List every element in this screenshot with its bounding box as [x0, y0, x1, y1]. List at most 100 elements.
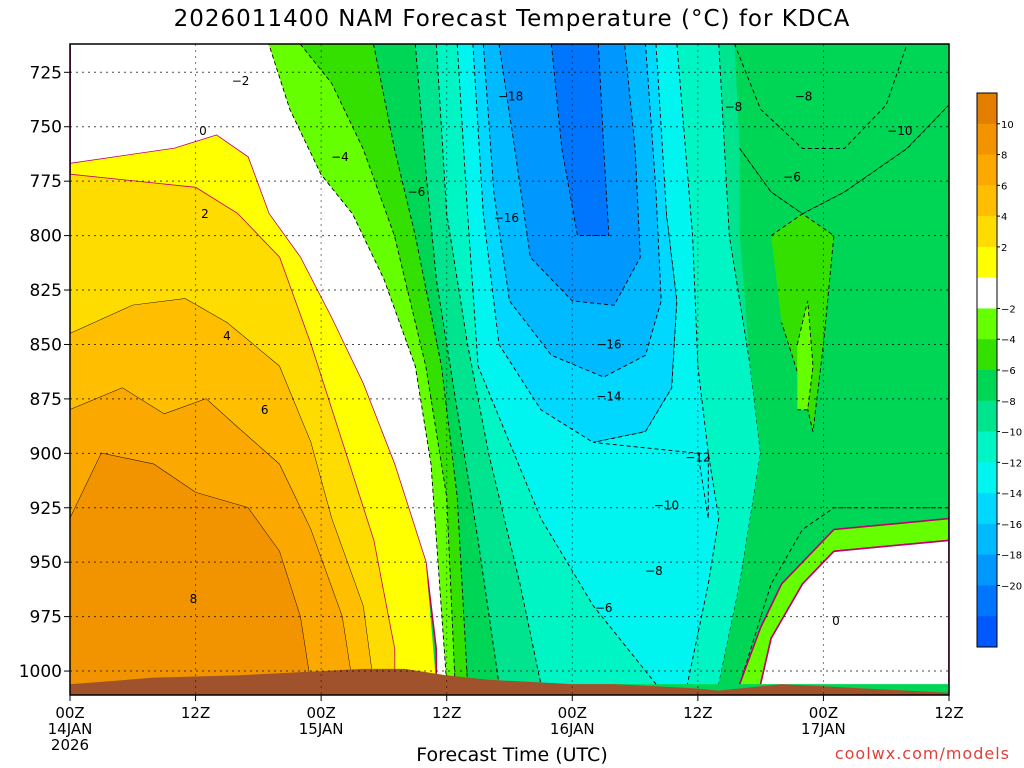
temperature-band-6 — [70, 44, 456, 685]
temperature-band-2 — [70, 44, 395, 685]
contour-line-20 — [739, 104, 949, 685]
y-tick-label: 1000 — [19, 662, 62, 682]
temperature-fill-layer — [70, 44, 949, 695]
x-tick-label: 12Z — [934, 704, 963, 722]
x-tick-label: 15JAN — [299, 720, 344, 738]
y-tick-label: 750 — [30, 118, 62, 138]
colorbar-swatch — [977, 246, 997, 279]
colorbar-tick-label: −4 — [1001, 335, 1016, 346]
contour-line-11 — [456, 44, 657, 685]
colorbar-tick-label: −8 — [1001, 397, 1016, 408]
colorbar-tick-label: −6 — [1001, 366, 1016, 377]
contour-label: 0 — [832, 614, 840, 628]
temperature-band-7 — [300, 44, 468, 685]
contour-line-8 — [373, 44, 469, 685]
source-credit: coolwx.com/models — [834, 744, 1010, 763]
colorbar-swatch — [977, 154, 997, 186]
y-tick-label: 800 — [30, 227, 62, 247]
plot-frame — [69, 43, 950, 696]
colorbar-swatch — [977, 523, 997, 556]
contour-label: −6 — [595, 601, 613, 615]
contour-label: −6 — [783, 170, 801, 184]
contour-label: −8 — [795, 89, 813, 103]
x-tick-label: 00Z — [809, 704, 838, 722]
colorbar-tick-label: 8 — [1001, 151, 1007, 162]
y-tick-label: 850 — [30, 335, 62, 355]
temperature-band-10 — [436, 44, 656, 685]
x-tick-label: 17JAN — [801, 720, 846, 738]
temperature-band-4 — [70, 44, 353, 685]
y-tick-label: 950 — [30, 553, 62, 573]
contour-line-15 — [550, 44, 610, 237]
contour-label: 0 — [199, 124, 207, 138]
contour-label: 2 — [201, 207, 209, 221]
contour-line-17 — [676, 44, 720, 685]
y-tick-label: 725 — [30, 63, 62, 83]
colorbar-swatch — [977, 400, 997, 433]
contour-line-7 — [299, 44, 456, 685]
colorbar-tick-label: 2 — [1001, 243, 1007, 254]
colorbar-swatch — [977, 277, 997, 309]
y-tick-label: 825 — [30, 281, 62, 301]
temperature-band-1 — [70, 44, 437, 685]
colorbar-swatch — [977, 431, 997, 463]
temperature-band-9 — [415, 44, 541, 685]
contour-line-13 — [482, 44, 662, 378]
y-axis: 725 750 775 800 825 850 875 900 925 950 975 1000 — [19, 63, 70, 682]
colorbar-swatch — [977, 554, 997, 586]
y-tick-label: 900 — [30, 444, 62, 464]
contour-label: −2 — [232, 74, 250, 88]
contour-label: −4 — [331, 150, 349, 164]
contour-line-22 — [796, 300, 814, 411]
chart-title: 2026011400 NAM Forecast Temperature (°C)… — [173, 6, 851, 32]
contour-label: −8 — [645, 564, 663, 578]
y-tick-label: 925 — [30, 499, 62, 519]
colorbar-swatch — [977, 493, 997, 525]
x-tick-label: 12Z — [181, 704, 210, 722]
colorbar-tick-label: −18 — [1001, 551, 1022, 562]
colorbar-swatch — [977, 370, 997, 402]
temperature-band-0 — [70, 44, 447, 685]
contour-label: −10 — [654, 499, 679, 513]
contour-label: −16 — [596, 337, 621, 351]
colorbar-swatch — [977, 616, 997, 648]
colorbar-tick-label: −2 — [1001, 304, 1016, 315]
contour-label: −12 — [685, 451, 710, 465]
terrain-layer — [70, 668, 949, 695]
contour-label: −14 — [596, 390, 621, 404]
contour-label: −8 — [725, 100, 743, 114]
colorbar-swatch — [977, 93, 997, 125]
colorbar-tick-label: −14 — [1001, 489, 1022, 500]
colorbar-swatch — [977, 308, 997, 340]
colorbar-swatch — [977, 123, 997, 156]
colorbar-tick-label: −20 — [1001, 581, 1022, 592]
contour-line-18 — [718, 44, 762, 685]
y-tick-label: 775 — [30, 172, 62, 192]
colorbar-swatch — [977, 339, 997, 371]
x-tick-label: 16JAN — [550, 720, 595, 738]
x-tick-label: 12Z — [432, 704, 461, 722]
colorbar-tick-label: 4 — [1001, 212, 1007, 223]
contour-line-24 — [759, 539, 949, 685]
contour-label: −18 — [498, 89, 523, 103]
colorbar-swatch — [977, 216, 997, 248]
x-axis-label: Forecast Time (UTC) — [416, 744, 608, 766]
colorbar-swatch — [977, 185, 997, 217]
y-tick-label: 875 — [30, 390, 62, 410]
temperature-band-5 — [70, 44, 311, 685]
contour-label: −10 — [887, 124, 912, 138]
temperature-band-15 — [551, 44, 609, 236]
contour-label: 4 — [223, 329, 231, 343]
colorbar-swatch — [977, 462, 997, 494]
colorbar-tick-label: −12 — [1001, 458, 1022, 469]
temperature-band-19 — [734, 44, 949, 214]
temperature-band-16 — [593, 44, 709, 519]
colorbar-tick-label: −10 — [1001, 428, 1022, 439]
x-tick-label: 00Z — [558, 704, 587, 722]
contour-label-layer: −2 0 2 4 6 8 −4 −6 −18 −16 −16 −14 −12 −10 −8 −6 −8 −8 −10… — [190, 74, 913, 628]
grid-layer — [70, 44, 949, 695]
temperature-band-23 — [739, 518, 949, 685]
colorbar: 10 8 6 4 2 −2 −4 −6 −8 −10 −12 −14 −16 −18 −20 — [976, 92, 1022, 648]
